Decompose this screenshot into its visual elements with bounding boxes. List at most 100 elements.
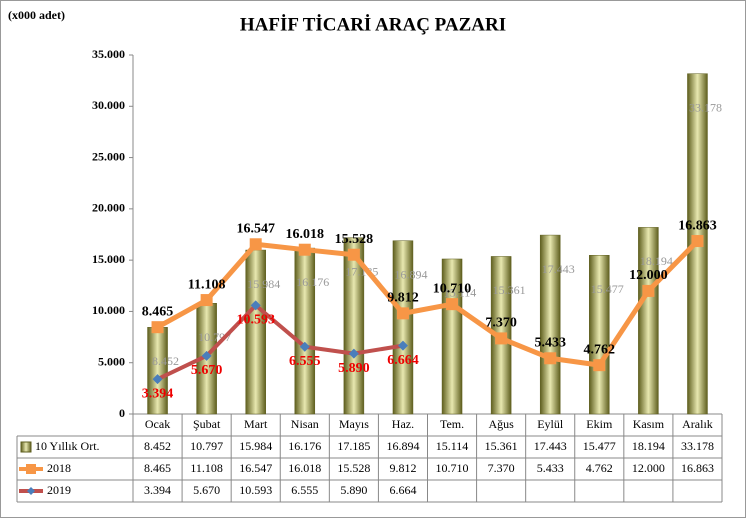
legend-label: 10 Yıllık Ort.	[35, 439, 100, 453]
point-label: 15.528	[335, 232, 374, 247]
table-cell: 16.894	[386, 439, 419, 453]
table-cell: 15.528	[337, 461, 370, 475]
point-label: 11.108	[188, 277, 226, 292]
bar	[589, 255, 610, 415]
marker	[152, 374, 163, 385]
bar-label: 16.894	[394, 267, 427, 281]
marker	[151, 321, 164, 334]
y-tick-label: 25.000	[92, 149, 125, 163]
legend-swatch	[27, 487, 35, 495]
table-cell: 9.812	[389, 461, 416, 475]
x-tick-label: Ocak	[145, 417, 170, 431]
line	[156, 303, 404, 381]
y-tick-label: 0	[119, 406, 125, 420]
table-cell: 10.710	[436, 461, 469, 475]
bar	[343, 237, 365, 415]
bar-label: 16.176	[296, 275, 329, 289]
marker	[250, 300, 261, 311]
table-cell: 16.018	[288, 461, 321, 475]
table-cell: 5.670	[193, 483, 220, 497]
point-label: 5.890	[338, 361, 370, 376]
point-label: 16.018	[286, 227, 325, 242]
table-cell: 12.000	[632, 461, 665, 475]
x-tick-label: Haz.	[392, 417, 414, 431]
chart-title: HAFİF TİCARİ ARAÇ PAZARI	[240, 14, 506, 35]
table-cell: 8.452	[144, 439, 171, 453]
y-tick-label: 20.000	[92, 201, 125, 215]
marker	[691, 235, 704, 248]
x-tick-label: Mayıs	[339, 417, 369, 431]
legend-label: 2018	[47, 461, 71, 475]
marker	[249, 238, 262, 251]
marker	[642, 284, 655, 297]
x-tick-label: Aralık	[682, 417, 713, 431]
x-tick-label: Ekim	[586, 417, 613, 431]
x-tick-label: Tem.	[440, 417, 464, 431]
marker	[299, 341, 310, 352]
point-label: 12.000	[629, 268, 668, 283]
marker	[201, 350, 212, 361]
table-cell: 17.443	[534, 439, 567, 453]
point-label: 4.762	[584, 342, 616, 357]
legend-label: 2019	[47, 483, 71, 497]
bar-label: 15.984	[247, 277, 280, 291]
table-cell: 4.762	[586, 461, 613, 475]
legend-swatch	[26, 464, 36, 474]
table-cell: 15.984	[239, 439, 272, 453]
table-cell: 6.555	[291, 483, 318, 497]
bar-label: 15.361	[493, 283, 526, 297]
x-tick-label: Nisan	[291, 417, 319, 431]
table-cell: 17.185	[337, 439, 370, 453]
y-tick-label: 30.000	[92, 98, 125, 112]
point-label: 5.670	[191, 363, 223, 378]
point-label: 16.547	[236, 221, 275, 236]
marker	[544, 352, 557, 365]
table-cell: 5.890	[340, 483, 367, 497]
table-cell: 3.394	[144, 483, 171, 497]
bar	[441, 258, 463, 415]
marker	[593, 359, 606, 372]
table-cell: 11.108	[190, 461, 223, 475]
x-tick-label: Eylül	[537, 417, 564, 431]
table-cell: 6.664	[389, 483, 416, 497]
table-cell: 18.194	[632, 439, 665, 453]
point-label: 10.593	[236, 313, 275, 328]
x-tick-label: Kasım	[633, 417, 665, 431]
bar	[245, 249, 266, 415]
y-tick-label: 5.000	[98, 354, 125, 368]
bar-label: 18.194	[640, 254, 673, 268]
marker	[347, 248, 360, 261]
bar	[539, 234, 561, 415]
marker	[200, 294, 213, 307]
x-tick-label: Ağus	[488, 417, 514, 431]
bar-label: 17.443	[542, 262, 575, 276]
bar	[294, 247, 316, 415]
point-label: 16.863	[678, 218, 717, 233]
point-label: 5.433	[534, 335, 566, 350]
x-tick-label: Mart	[244, 417, 268, 431]
table-cell: 7.370	[488, 461, 515, 475]
x-tick-label: Şubat	[193, 417, 221, 431]
legend-swatch	[20, 441, 32, 453]
point-label: 8.465	[142, 304, 174, 319]
y-tick-label: 35.000	[92, 47, 125, 61]
table-cell: 10.797	[190, 439, 223, 453]
bar	[638, 227, 659, 415]
table-cell: 5.433	[537, 461, 564, 475]
marker	[397, 340, 408, 351]
point-label: 10.710	[433, 281, 472, 296]
bar-label: 33.178	[689, 100, 722, 114]
table-cell: 16.863	[681, 461, 714, 475]
marker	[298, 243, 311, 256]
table-cell: 15.114	[436, 439, 469, 453]
marker	[495, 332, 508, 345]
point-label: 6.664	[387, 353, 419, 368]
line	[156, 239, 700, 368]
table-cell: 15.477	[583, 439, 616, 453]
point-label: 3.394	[142, 386, 174, 401]
marker	[446, 298, 459, 311]
table-cell: 8.465	[144, 461, 171, 475]
marker	[396, 307, 409, 320]
